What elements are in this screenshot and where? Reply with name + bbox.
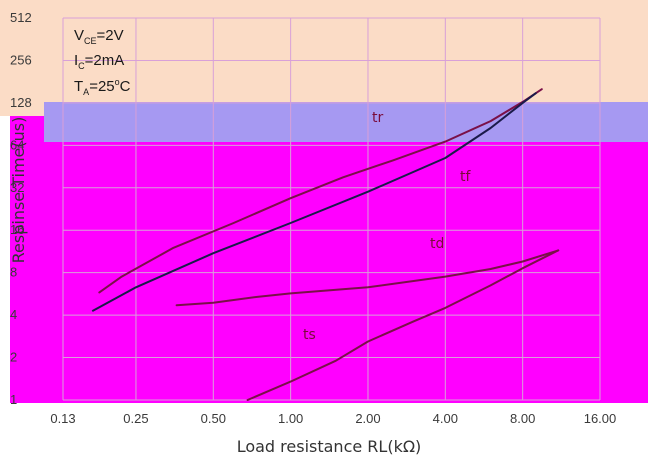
ta-unit: C [120,78,131,95]
x-tick-label: 8.00 [510,411,535,426]
ta-subscript: A [83,87,89,97]
y-tick-label: 16 [10,222,24,237]
x-tick-label: 0.13 [50,411,75,426]
ta-symbol: T [74,78,83,95]
series-line-ts [246,249,560,401]
y-tick-label: 64 [10,137,24,152]
vce-symbol: V [74,27,84,44]
series-label-ts: ts [303,327,316,343]
series-line-tr [98,88,543,294]
condition-ta: TA=25oC [74,77,131,97]
y-tick-label: 32 [10,180,24,195]
top-band [0,0,648,116]
vce-value: =2V [97,27,124,44]
plot-area [10,116,648,403]
series-curves [91,88,560,401]
x-tick-label: 4.00 [433,411,458,426]
x-axis-title: Load resistance RL(kΩ) [237,437,422,456]
y-tick-label: 256 [10,52,32,67]
ic-symbol: I [74,52,78,69]
x-tick-labels: 0.13 0.25 0.50 1.00 2.00 4.00 8.00 16.00 [50,411,616,426]
series-line-tf [91,92,537,312]
series-label-td: td [430,236,444,252]
test-conditions: VCE=2V IC=2mA TA=25oC [74,27,131,97]
y-tick-label: 512 [10,10,32,25]
ic-value: =2mA [85,52,125,69]
series-line-td [175,249,560,307]
condition-vce: VCE=2V [74,27,124,46]
x-tick-label: 16.00 [584,411,617,426]
x-tick-label: 0.50 [201,411,226,426]
y-axis-title: Respinse Time(us) [9,117,28,264]
ta-degree: o [115,77,120,87]
y-tick-labels: 1 2 4 8 16 32 64 128 256 512 [10,10,32,407]
vce-subscript: CE [84,36,97,46]
x-tick-label: 0.25 [123,411,148,426]
condition-ic: IC=2mA [74,52,124,71]
series-label-tf: tf [460,169,471,185]
y-tick-label: 1 [10,392,17,407]
bottom-band [0,403,648,463]
series-label-tr: tr [372,110,383,126]
ta-value: =25 [89,78,114,95]
grid-lines [62,17,601,401]
y-tick-label: 8 [10,265,17,280]
lavender-band [44,102,648,142]
y-tick-label: 2 [10,350,17,365]
x-tick-label: 1.00 [278,411,303,426]
y-tick-label: 128 [10,95,32,110]
y-tick-label: 4 [10,307,17,322]
ic-subscript: C [78,61,85,71]
x-tick-label: 2.00 [355,411,380,426]
